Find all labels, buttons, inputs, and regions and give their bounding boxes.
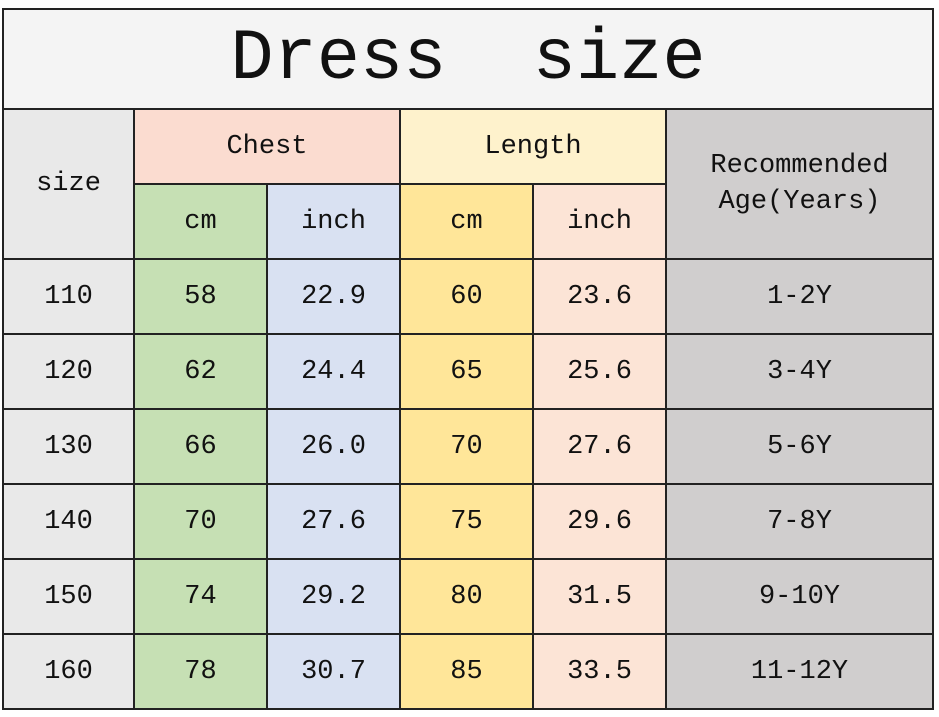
unit-cell: cm (133, 183, 268, 260)
table-row: 130 66 26.0 70 27.6 5-6Y (2, 408, 934, 485)
table-cell: 65 (399, 333, 534, 410)
table-cell: 5-6Y (665, 408, 934, 485)
table-cell: 30.7 (266, 633, 401, 710)
header-cell: Recommended Age(Years) (665, 108, 934, 260)
table-cell: 120 (2, 333, 135, 410)
table-cell: 1-2Y (665, 258, 934, 335)
table-row: 150 74 29.2 80 31.5 9-10Y (2, 558, 934, 635)
table-cell: 150 (2, 558, 135, 635)
header-cell: Chest (133, 108, 401, 185)
unit-cell: inch (266, 183, 401, 260)
table-row: 120 62 24.4 65 25.6 3-4Y (2, 333, 934, 410)
table-cell: 78 (133, 633, 268, 710)
table-cell: 160 (2, 633, 135, 710)
table-cell: 9-10Y (665, 558, 934, 635)
table-cell: 130 (2, 408, 135, 485)
header-cell: Length (399, 108, 667, 185)
table-cell: 66 (133, 408, 268, 485)
table-cell: 70 (133, 483, 268, 560)
table-cell: 140 (2, 483, 135, 560)
table-cell: 27.6 (266, 483, 401, 560)
table-cell: 62 (133, 333, 268, 410)
size-table: Dress size size Chest Length Recommended… (2, 8, 934, 710)
unit-cell: cm (399, 183, 534, 260)
table-cell: 26.0 (266, 408, 401, 485)
table-row: 160 78 30.7 85 33.5 11-12Y (2, 633, 934, 710)
table-cell: 29.6 (532, 483, 667, 560)
table-cell: 23.6 (532, 258, 667, 335)
table-cell: 70 (399, 408, 534, 485)
table-row: 110 58 22.9 60 23.6 1-2Y (2, 258, 934, 335)
table-cell: 11-12Y (665, 633, 934, 710)
table-title: Dress size (2, 8, 934, 110)
table-cell: 31.5 (532, 558, 667, 635)
table-cell: 60 (399, 258, 534, 335)
table-cell: 58 (133, 258, 268, 335)
table-cell: 7-8Y (665, 483, 934, 560)
table-cell: 33.5 (532, 633, 667, 710)
header-cell: size (2, 108, 135, 260)
table-cell: 27.6 (532, 408, 667, 485)
table-cell: 22.9 (266, 258, 401, 335)
table-cell: 29.2 (266, 558, 401, 635)
table-cell: 110 (2, 258, 135, 335)
table-cell: 80 (399, 558, 534, 635)
table-row: 140 70 27.6 75 29.6 7-8Y (2, 483, 934, 560)
table-cell: 3-4Y (665, 333, 934, 410)
table-cell: 74 (133, 558, 268, 635)
table-cell: 24.4 (266, 333, 401, 410)
table-cell: 75 (399, 483, 534, 560)
table-cell: 25.6 (532, 333, 667, 410)
unit-cell: inch (532, 183, 667, 260)
table-cell: 85 (399, 633, 534, 710)
